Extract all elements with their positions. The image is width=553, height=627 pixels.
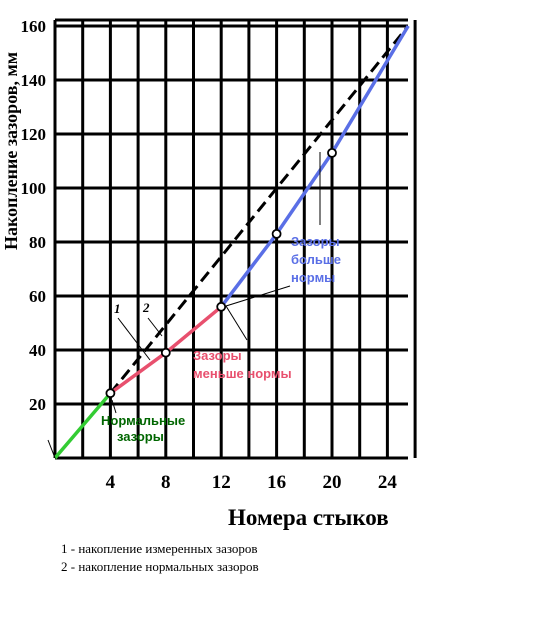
x-tick-label: 24 [378,472,398,493]
x-tick-label: 12 [212,472,231,493]
series-1-point [105,388,116,399]
callout-lines [47,152,321,459]
note-1: 1 - накопление измеренных зазоров [61,541,258,556]
ann-normal-line-2: зазоры [117,429,164,444]
ann-more-line-3: нормы [291,270,335,285]
x-axis-title: Номера стыков [228,505,389,530]
y-tick-label: 40 [29,341,46,360]
y-tick-label: 80 [29,233,46,252]
series-label-1: 1 [114,301,121,316]
y-tick-label: 60 [29,287,46,306]
series-label-2: 2 [142,300,150,315]
y-axis-title: Накопление зазоров, мм [1,52,21,250]
series-1-point [160,347,171,358]
callout-line [225,285,291,307]
series-markers [105,147,337,399]
note-2: 2 - накопление нормальных зазоров [61,559,259,574]
series-1-point [327,147,337,158]
ann-more: Зазоры больше нормы [291,234,345,285]
series-2-line [109,25,410,395]
series-1-segment [219,25,410,308]
x-tick-label: 8 [161,472,171,493]
x-tick-label: 16 [267,472,286,493]
series-1-segment [53,392,112,460]
ann-less-line-1: Зазоры [193,348,242,363]
grid [55,20,417,458]
ann-more-line-1: Зазоры [291,234,340,249]
callout-line [111,399,117,414]
y-tick-label: 20 [29,395,46,414]
callout-line [117,317,151,361]
ann-less-line-2: меньше нормы [193,366,292,381]
axes [53,18,408,460]
ann-more-line-2: больше [291,252,341,267]
y-tick-label: 160 [21,17,47,36]
ann-less: Зазоры меньше нормы [193,348,292,381]
x-tick-label: 20 [323,472,342,493]
series-1-point [271,228,282,239]
callout-line [147,317,163,337]
ann-normal: Нормальные зазоры [101,413,189,444]
x-tick-label: 4 [106,472,116,493]
callout-line [47,439,56,459]
ann-normal-line-1: Нормальные [101,413,185,428]
y-tick-label: 120 [21,125,47,144]
y-tick-label: 100 [21,179,47,198]
series-1-point [216,301,227,312]
y-tick-label: 140 [21,71,47,90]
callout-line [225,305,248,341]
